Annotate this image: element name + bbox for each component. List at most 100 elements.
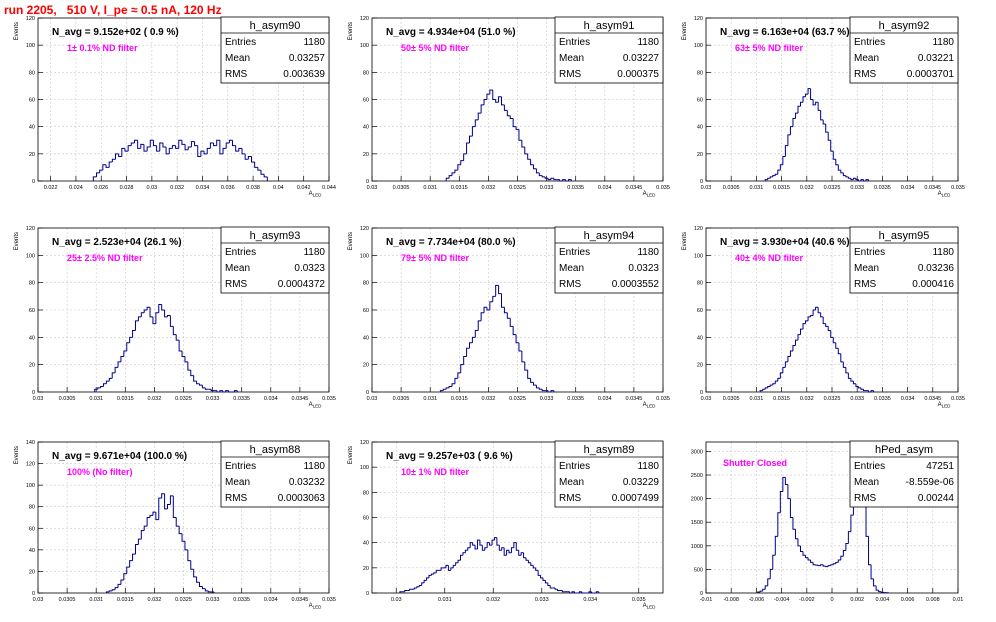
histogram-bin xyxy=(547,390,551,393)
x-tick-label: 0.0335 xyxy=(567,396,584,402)
histogram-bin xyxy=(463,153,467,161)
y-tick-label: 120 xyxy=(694,16,703,22)
histogram-bin xyxy=(810,314,814,317)
x-tick-label: 0.0345 xyxy=(291,597,308,603)
histogram-bin xyxy=(172,495,177,518)
histogram-bin xyxy=(486,307,490,311)
histogram-bin xyxy=(588,591,592,593)
histogram-bin xyxy=(800,101,804,107)
y-tick-label: 40 xyxy=(29,125,35,131)
histogram-bin xyxy=(493,537,497,541)
histogram-bin xyxy=(175,145,179,149)
stats-label: RMS xyxy=(225,493,248,504)
y-tick-label: 20 xyxy=(29,569,35,575)
y-tick-label: 120 xyxy=(360,440,369,446)
histogram-bin xyxy=(111,589,116,591)
x-tick-label: 0.0315 xyxy=(451,185,468,191)
histogram-panel-h_asym89: 0.03 0.031 0.032 0.033 0.034 0.035 0 20 40 60 80 10… xyxy=(348,440,664,610)
x-tick-label: 0.03 xyxy=(147,185,158,191)
y-tick-label: 120 xyxy=(26,16,35,22)
x-tick-label: 0.0325 xyxy=(175,396,192,402)
histogram-bin xyxy=(196,381,200,385)
stats-value: 1180 xyxy=(303,37,325,48)
x-tick-label: 0.002 xyxy=(850,597,864,603)
histogram-bin xyxy=(225,390,229,392)
histogram-bin xyxy=(171,145,176,149)
x-tick-label: 0.028 xyxy=(120,185,134,191)
navg-label: N_avg = 4.934e+04 (51.0 %) xyxy=(386,27,516,38)
filter-annotation: Shutter Closed xyxy=(723,458,787,468)
histogram-panel-h_asym94: 0.03 0.0305 0.031 0.0315 0.032 0.0325 0.033 0.0… xyxy=(348,226,670,409)
stats-label: Mean xyxy=(559,53,584,64)
histogram-bin xyxy=(569,591,573,594)
histogram-bin xyxy=(800,328,804,335)
histogram-bin xyxy=(832,337,836,344)
histogram-bin xyxy=(535,168,540,174)
histogram-bin xyxy=(111,158,116,162)
histogram-bin xyxy=(457,372,461,379)
y-axis-label: Events xyxy=(348,446,354,464)
y-tick-label: 60 xyxy=(363,516,369,522)
histogram-bin xyxy=(802,96,806,103)
histogram-bin xyxy=(797,334,801,341)
x-axis-label: ALED xyxy=(309,603,323,610)
histogram-bin xyxy=(525,557,529,561)
stats-label: Mean xyxy=(225,53,250,64)
stats-value: 0.0007499 xyxy=(612,493,660,504)
y-tick-label: 80 xyxy=(29,70,35,76)
histogram-bin xyxy=(445,177,450,181)
x-tick-label: 0.036 xyxy=(221,185,235,191)
histogram-bin xyxy=(521,140,525,148)
x-tick-label: 0.033 xyxy=(850,185,864,191)
histogram-bin xyxy=(463,355,467,365)
stats-label: RMS xyxy=(225,69,248,80)
x-tick-label: 0.022 xyxy=(44,185,58,191)
histogram-bin xyxy=(455,562,459,566)
histogram-bin xyxy=(779,372,783,379)
histogram-bin xyxy=(468,342,473,349)
histogram-bin xyxy=(108,590,113,592)
histogram-bin xyxy=(161,304,165,311)
plot-frame xyxy=(705,227,959,393)
histogram-bin xyxy=(538,172,543,177)
stats-label: RMS xyxy=(854,493,877,504)
x-tick-label: 0.034 xyxy=(583,597,597,603)
histogram-bin xyxy=(510,547,514,553)
x-tick-label: 0 xyxy=(830,597,833,603)
histogram-bin xyxy=(533,164,537,170)
histogram-bin xyxy=(782,156,786,165)
histogram-bin xyxy=(254,161,258,168)
stats-value: 1180 xyxy=(932,247,954,258)
histogram-bin xyxy=(554,587,558,590)
y-tick-label: 0 xyxy=(700,179,703,185)
histogram-bin xyxy=(474,330,479,338)
y-tick-label: 2000 xyxy=(691,497,703,503)
histogram-bin xyxy=(476,539,480,549)
histogram-bin xyxy=(146,146,151,152)
histogram-bin xyxy=(547,178,551,181)
histogram-bin xyxy=(207,590,212,593)
histogram-bin xyxy=(175,334,180,341)
histogram-bin xyxy=(460,160,464,165)
x-axis-label: ALED xyxy=(643,603,657,610)
histogram-bin xyxy=(830,140,834,152)
histogram-bin xyxy=(767,177,771,180)
histogram-bin xyxy=(553,178,557,181)
histogram-bin xyxy=(532,565,536,569)
histogram-bin xyxy=(830,564,834,566)
stats-title: h_asym95 xyxy=(879,230,930,242)
x-tick-label: 0.03 xyxy=(701,396,712,402)
filter-annotation: 1± 0.1% ND filter xyxy=(67,43,138,53)
histogram-bin xyxy=(169,495,174,505)
x-tick-label: 0.042 xyxy=(297,185,311,191)
stats-value: 1180 xyxy=(303,461,325,472)
y-tick-label: 120 xyxy=(360,16,369,22)
plot-frame xyxy=(371,227,664,393)
histogram-bin xyxy=(835,159,839,166)
histogram-bin xyxy=(852,381,856,385)
histogram-bin xyxy=(187,549,191,562)
y-tick-label: 0 xyxy=(366,390,369,396)
y-tick-label: 1000 xyxy=(691,544,703,550)
histogram-bin xyxy=(810,88,814,100)
histogram-bin xyxy=(428,574,432,578)
